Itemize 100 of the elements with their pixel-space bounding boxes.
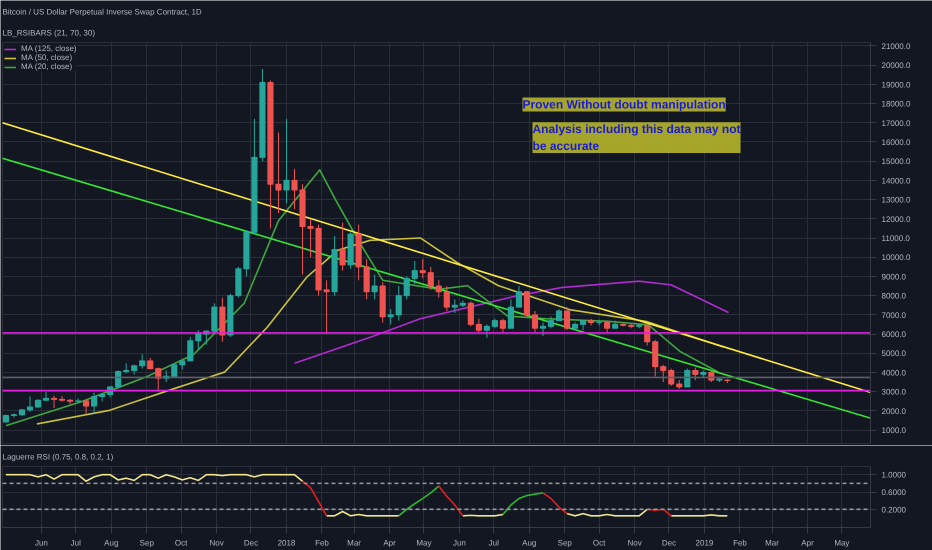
candlestick xyxy=(396,286,402,322)
candlestick xyxy=(668,368,674,386)
x-tick-label: Oct xyxy=(592,538,606,548)
candlestick xyxy=(372,274,378,300)
candlestick xyxy=(604,320,610,333)
line-series xyxy=(294,280,730,364)
x-tick-label: Feb xyxy=(315,538,330,548)
candlestick xyxy=(484,324,490,338)
x-tick-label: Nov xyxy=(210,538,224,548)
x-tick-label: 2018 xyxy=(278,538,296,548)
candlestick xyxy=(492,318,498,329)
candlestick xyxy=(412,260,418,285)
x-tick-label: Jun xyxy=(452,538,466,548)
line-series xyxy=(36,237,725,425)
y-tick-label: 9000.0 xyxy=(882,272,907,282)
y-tick-label: 17000.0 xyxy=(882,118,911,128)
x-tick-label: Sep xyxy=(140,538,154,548)
y-tick-label: 4000.0 xyxy=(882,368,907,378)
candlestick xyxy=(307,218,314,258)
candlestick xyxy=(452,298,458,314)
y-tick-label: 7000.0 xyxy=(882,310,907,320)
candlestick xyxy=(83,400,90,414)
candlestick xyxy=(684,368,690,388)
candlestick xyxy=(476,318,482,333)
candlestick xyxy=(91,392,98,414)
candlestick xyxy=(323,280,330,335)
x-tick-label: 2019 xyxy=(696,538,714,548)
line-series xyxy=(5,169,719,426)
candlestick xyxy=(291,168,298,210)
candlestick xyxy=(420,258,426,279)
x-tick-label: Mar xyxy=(765,538,780,548)
candlestick xyxy=(404,276,410,300)
y-tick-label: 1000.0 xyxy=(882,426,907,436)
annotation: Analysis including this data may not be accurate xyxy=(532,122,741,153)
candlestick xyxy=(388,308,394,325)
chart-subtitle: LB_RSIBARS (21, 70, 30) xyxy=(2,28,96,38)
candlestick xyxy=(556,308,562,322)
legend-label: MA (50, close) xyxy=(21,53,72,62)
candlestick xyxy=(436,280,442,298)
y-tick-label: 13000.0 xyxy=(882,196,911,205)
candlestick xyxy=(283,118,290,204)
y-tick-label: 5000.0 xyxy=(882,349,907,358)
y-tick-label: 18000.0 xyxy=(882,100,911,109)
candlestick xyxy=(50,395,58,408)
x-tick-label: Sep xyxy=(558,538,572,548)
y-tick-label: 21000.0 xyxy=(882,42,911,51)
candlestick xyxy=(548,316,554,329)
x-tick-label: Aug xyxy=(522,538,536,548)
candlestick xyxy=(468,300,474,327)
x-tick-label: Aug xyxy=(104,538,118,548)
y-tick-label: 2000.0 xyxy=(882,406,907,416)
candlestick xyxy=(147,358,154,370)
candlestick xyxy=(500,318,506,333)
y-tick-label: 8000.0 xyxy=(882,292,907,301)
legend-label: MA (125, close) xyxy=(21,44,77,53)
candlestick xyxy=(123,362,130,374)
x-tick-label: Apr xyxy=(801,538,814,548)
candlestick xyxy=(444,286,450,312)
y-tick-label: 1.0000 xyxy=(882,470,907,480)
x-tick-label: Apr xyxy=(383,538,396,548)
x-tick-label: May xyxy=(416,538,432,548)
x-tick-label: Oct xyxy=(174,538,188,548)
y-tick-label: 0.6000 xyxy=(882,488,907,498)
candlestick xyxy=(26,396,34,412)
y-tick-label: 14000.0 xyxy=(882,176,911,186)
candlestick xyxy=(340,222,346,272)
candlestick xyxy=(508,298,514,329)
candlestick xyxy=(275,132,282,214)
y-tick-label: 12000.0 xyxy=(882,214,911,224)
candlestick xyxy=(660,364,666,383)
y-tick-label: 19000.0 xyxy=(882,80,911,90)
y-tick-label: 10000.0 xyxy=(882,253,911,262)
annotation: Proven Without doubt manipulation xyxy=(522,98,726,112)
chart-title: Bitcoin / US Dollar Perpetual Inverse Swap Contract, 1D xyxy=(2,8,202,16)
y-tick-label: 15000.0 xyxy=(882,157,911,166)
candlestick xyxy=(580,319,586,331)
x-tick-label: May xyxy=(834,538,850,548)
y-tick-label: 20000.0 xyxy=(882,61,911,70)
y-tick-label: 0.2000 xyxy=(882,505,907,514)
x-tick-label: Feb xyxy=(733,538,748,548)
x-tick-label: Nov xyxy=(627,538,642,548)
candlestick xyxy=(692,367,698,381)
chart-title: Laguerre RSI (0.75, 0.8, 0.2, 1) xyxy=(2,452,114,462)
x-tick-label: Dec xyxy=(244,538,258,548)
x-tick-label: Dec xyxy=(662,538,676,548)
x-tick-label: Jul xyxy=(70,538,82,548)
y-tick-label: 16000.0 xyxy=(882,138,911,147)
y-tick-label: 6000.0 xyxy=(882,330,907,340)
candlestick xyxy=(540,322,546,336)
candlestick xyxy=(564,306,570,331)
y-tick-label: 11000.0 xyxy=(882,234,910,244)
x-tick-label: Jul xyxy=(488,538,500,548)
y-tick-label: 3000.0 xyxy=(882,388,907,397)
candlestick xyxy=(428,266,434,290)
candlestick xyxy=(115,370,122,388)
candlestick xyxy=(524,290,530,318)
candlestick xyxy=(644,322,650,346)
candlestick xyxy=(532,310,538,333)
x-tick-label: Mar xyxy=(347,538,362,548)
x-tick-label: Jun xyxy=(34,538,48,548)
